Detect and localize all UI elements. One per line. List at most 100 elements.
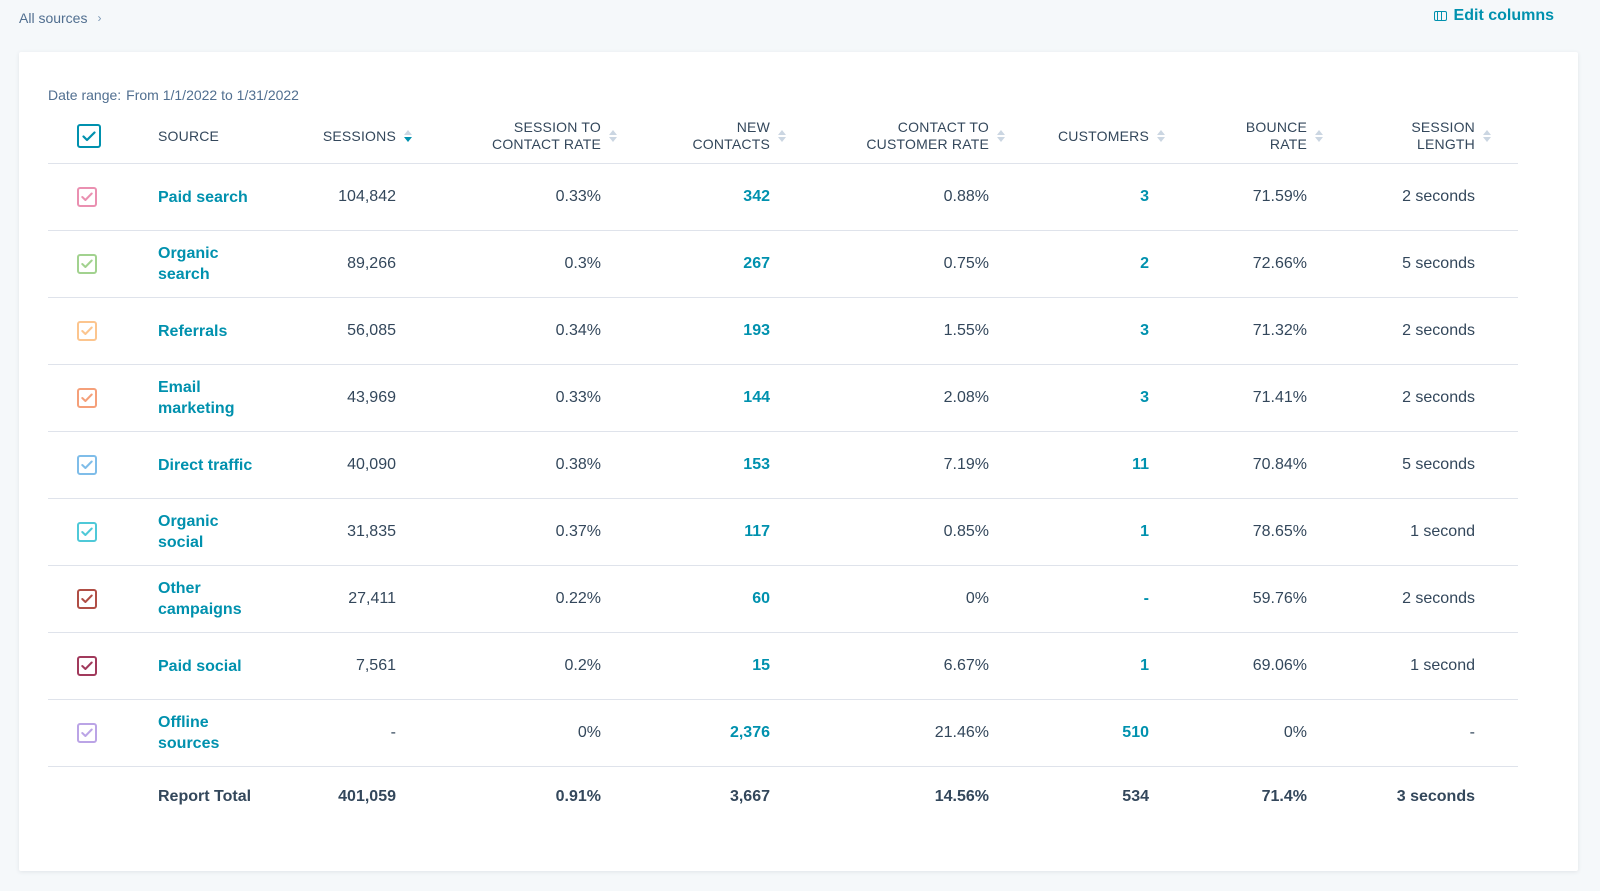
select-all-checkbox[interactable]: [77, 124, 101, 148]
new-contacts-cell-value[interactable]: 2,376: [729, 724, 770, 741]
sort-icon[interactable]: [997, 129, 1005, 143]
row-checkbox[interactable]: [77, 321, 97, 341]
table-row: Paid social 7,561 0.2% 15 6.67% 1 69.06% 1 seco…: [48, 633, 1518, 700]
contact-to-customer-rate-cell: 0.75%: [786, 231, 1005, 297]
customers-cell-value[interactable]: 3: [1140, 322, 1149, 339]
column-header-session-to-contact-rate[interactable]: SESSION TO CONTACT RATE: [412, 109, 617, 163]
customers-cell-value[interactable]: 510: [1122, 724, 1149, 741]
new-contacts-cell-value[interactable]: 342: [743, 188, 770, 205]
sessions-cell-value: 43,969: [347, 389, 396, 406]
source-link[interactable]: Organic search: [158, 245, 219, 283]
contact-to-customer-rate-cell-value: 0.75%: [943, 255, 989, 272]
sort-icon[interactable]: [1315, 129, 1323, 143]
source-cell: Paid social: [158, 633, 288, 699]
row-checkbox[interactable]: [77, 254, 97, 274]
new-contacts-cell-value[interactable]: 60: [752, 590, 770, 607]
column-header-session-length[interactable]: SESSION LENGTH: [1323, 109, 1491, 163]
row-checkbox[interactable]: [77, 723, 97, 743]
row-checkbox[interactable]: [77, 589, 97, 609]
column-header-new-contacts[interactable]: NEW CONTACTS: [617, 109, 786, 163]
new-contacts-cell-value[interactable]: 193: [743, 322, 770, 339]
source-link[interactable]: Paid social: [158, 657, 242, 675]
table-body: Paid search 104,842 0.33% 342 0.88% 3 71.59% 2 …: [48, 164, 1518, 767]
sort-icon[interactable]: [778, 129, 786, 143]
row-checkbox[interactable]: [77, 522, 97, 542]
table-row: Organic social 31,835 0.37% 117 0.85% 1 78.65% 1…: [48, 499, 1518, 566]
edit-columns-button[interactable]: Edit columns: [1433, 7, 1554, 25]
edit-columns-label[interactable]: Edit columns: [1453, 7, 1554, 24]
source-link[interactable]: Paid search: [158, 188, 248, 206]
customers-cell-value[interactable]: 3: [1140, 389, 1149, 406]
customers-cell-value[interactable]: 3: [1140, 188, 1149, 205]
new-contacts-cell-value[interactable]: 15: [752, 657, 770, 674]
table-row: Other campaigns 27,411 0.22% 60 0% - 59.76% 2 se…: [48, 566, 1518, 633]
contact-to-customer-rate-cell: 2.08%: [786, 365, 1005, 431]
total-session-length: 3 seconds: [1396, 788, 1475, 805]
column-header-customers[interactable]: CUSTOMERS: [1005, 109, 1165, 163]
bounce-rate-cell-value: 71.41%: [1252, 389, 1307, 406]
source-link[interactable]: Offline sources: [158, 714, 220, 752]
breadcrumb[interactable]: All sources ›: [19, 10, 101, 26]
contact-to-customer-rate-cell: 1.55%: [786, 298, 1005, 364]
column-header-customers-label[interactable]: CUSTOMERS: [1058, 127, 1149, 144]
contact-to-customer-rate-cell: 0%: [786, 566, 1005, 632]
column-header-session-length-label[interactable]: SESSION LENGTH: [1411, 119, 1475, 152]
column-header-sessions-label[interactable]: SESSIONS: [322, 127, 396, 144]
session-length-cell-value: 2 seconds: [1402, 188, 1475, 205]
row-checkbox[interactable]: [77, 187, 97, 207]
source-link[interactable]: Direct traffic: [158, 456, 253, 474]
customers-cell-value[interactable]: -: [1143, 590, 1149, 607]
column-header-bounce-rate[interactable]: BOUNCE RATE: [1165, 109, 1323, 163]
column-header-contact-to-customer-rate-label[interactable]: CONTACT TO CUSTOMER RATE: [866, 119, 989, 152]
sort-descending-icon[interactable]: [404, 129, 412, 143]
source-link[interactable]: Referrals: [158, 322, 228, 340]
sort-icon[interactable]: [609, 129, 617, 143]
new-contacts-cell-value[interactable]: 144: [743, 389, 770, 406]
contact-to-customer-rate-cell: 7.19%: [786, 432, 1005, 498]
chevron-right-icon: ›: [97, 11, 102, 25]
session-to-contact-rate-cell-value: 0.22%: [555, 590, 601, 607]
column-header-bounce-rate-label[interactable]: BOUNCE RATE: [1245, 119, 1307, 152]
column-header-new-contacts-label[interactable]: NEW CONTACTS: [692, 119, 770, 152]
contact-to-customer-rate-cell: 21.46%: [786, 700, 1005, 766]
new-contacts-cell-value[interactable]: 117: [744, 523, 770, 540]
sessions-cell-value: 104,842: [338, 188, 396, 205]
source-link[interactable]: Organic social: [158, 513, 219, 551]
row-checkbox[interactable]: [77, 388, 97, 408]
bounce-rate-cell-value: 69.06%: [1252, 657, 1307, 674]
session-to-contact-rate-cell: 0.37%: [412, 499, 617, 565]
new-contacts-cell-value[interactable]: 267: [743, 255, 770, 272]
column-header-session-to-contact-rate-label[interactable]: SESSION TO CONTACT RATE: [492, 119, 601, 152]
customers-cell-value[interactable]: 11: [1132, 456, 1149, 473]
sort-icon[interactable]: [1157, 129, 1165, 143]
check-icon: [81, 661, 93, 670]
breadcrumb-label[interactable]: All sources: [19, 10, 88, 26]
customers-cell-value[interactable]: 1: [1140, 523, 1149, 540]
table-row: Paid search 104,842 0.33% 342 0.88% 3 71.59% 2 …: [48, 164, 1518, 231]
contact-to-customer-rate-cell-value: 6.67%: [943, 657, 989, 674]
contact-to-customer-rate-cell-value: 1.55%: [943, 322, 989, 339]
total-sessions: 401,059: [338, 788, 396, 805]
column-header-source-label: SOURCE: [158, 128, 220, 144]
new-contacts-cell-value[interactable]: 153: [743, 456, 770, 473]
sessions-cell: 40,090: [288, 432, 412, 498]
bounce-rate-cell-value: 71.59%: [1252, 188, 1307, 205]
session-to-contact-rate-cell: 0.2%: [412, 633, 617, 699]
sort-icon[interactable]: [1483, 129, 1491, 143]
bounce-rate-cell: 78.65%: [1165, 499, 1323, 565]
source-link[interactable]: Email marketing: [158, 379, 235, 417]
source-link[interactable]: Other campaigns: [158, 580, 242, 618]
report-card: Date range: From 1/1/2022 to 1/31/2022 SO…: [19, 52, 1578, 871]
session-length-cell-value: 2 seconds: [1402, 322, 1475, 339]
row-checkbox[interactable]: [77, 656, 97, 676]
customers-cell-value[interactable]: 1: [1140, 657, 1149, 674]
column-header-contact-to-customer-rate[interactable]: CONTACT TO CUSTOMER RATE: [786, 109, 1005, 163]
row-checkbox[interactable]: [77, 455, 97, 475]
contact-to-customer-rate-cell-value: 0.85%: [943, 523, 989, 540]
session-length-cell-value: 1 second: [1410, 523, 1475, 540]
column-header-sessions[interactable]: SESSIONS: [288, 109, 412, 163]
source-cell: Other campaigns: [158, 566, 288, 632]
session-to-contact-rate-cell: 0.33%: [412, 365, 617, 431]
customers-cell-value[interactable]: 2: [1140, 255, 1149, 272]
bounce-rate-cell: 71.59%: [1165, 164, 1323, 230]
